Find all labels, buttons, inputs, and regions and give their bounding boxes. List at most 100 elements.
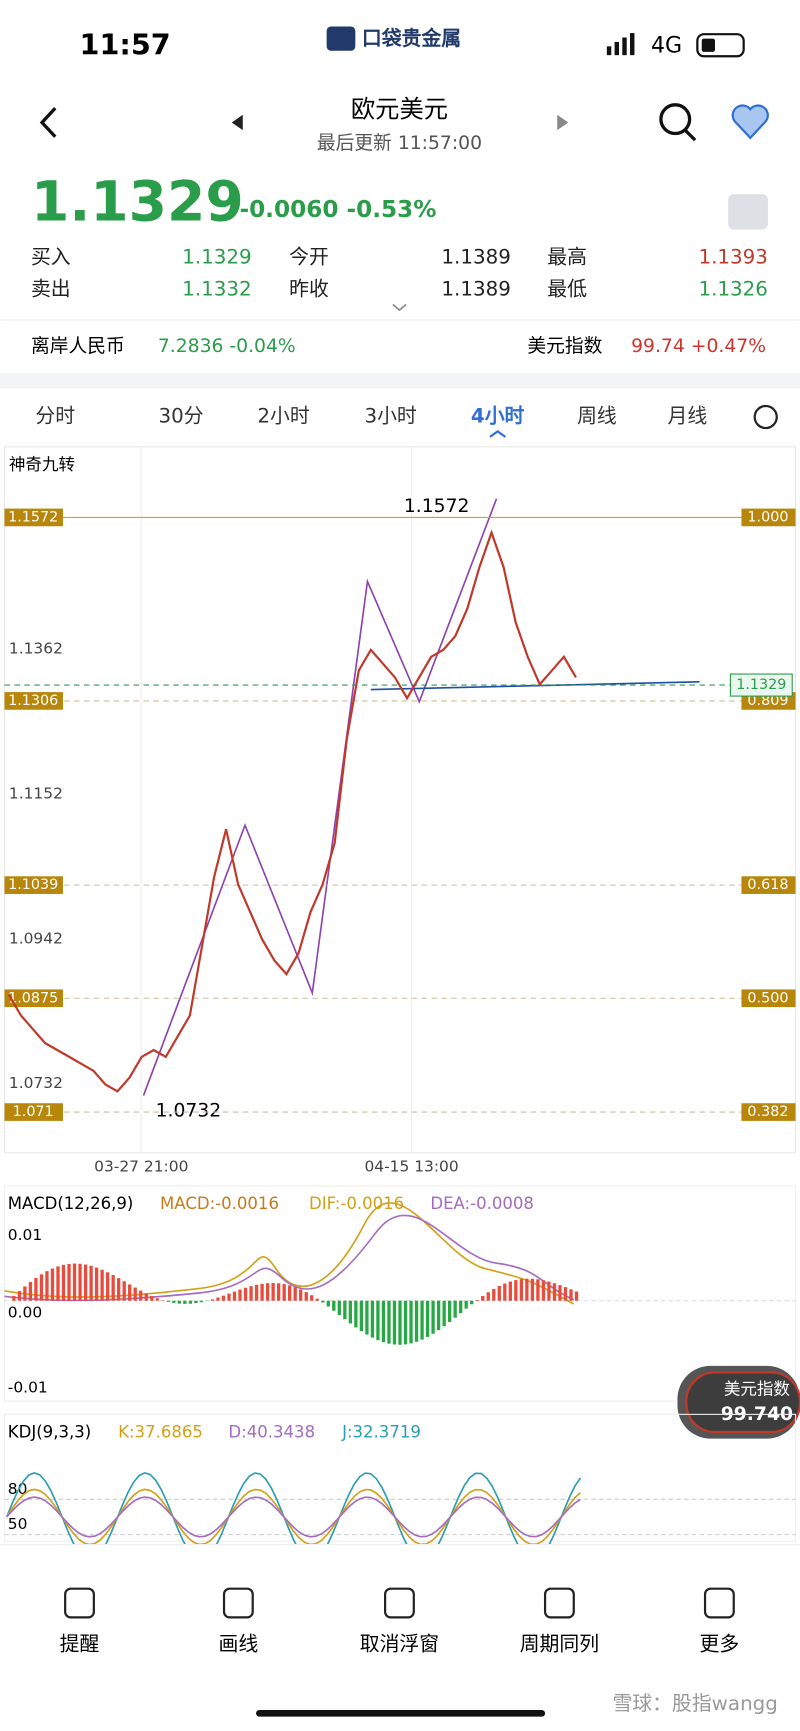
- macd-bar: [436, 1300, 441, 1331]
- macd-bar: [299, 1289, 303, 1301]
- clock: 11:57: [80, 27, 171, 61]
- x-label: 03-27 21:00: [94, 1158, 188, 1176]
- nav-label[interactable]: 提醒: [60, 1632, 100, 1655]
- ratio-label: 0.382: [747, 1104, 788, 1120]
- macd-bar: [376, 1300, 380, 1341]
- ratio-box: [741, 1103, 796, 1121]
- x-label: 04-15 13:00: [364, 1158, 458, 1176]
- level-label: 1.1572: [8, 509, 58, 525]
- quote-label: 最高: [547, 246, 587, 269]
- macd-bar: [365, 1300, 369, 1335]
- bottom-nav: [0, 1544, 800, 1731]
- macd-bar: [199, 1300, 204, 1303]
- ratio-label: 0.618: [747, 877, 788, 893]
- macd-bar: [265, 1283, 270, 1301]
- ratio-label: 0.809: [747, 693, 788, 709]
- macd-bar: [260, 1283, 264, 1301]
- macd-bar: [536, 1279, 540, 1301]
- tool-icon[interactable]: [728, 194, 768, 230]
- watermark: 雪球：股指wangg: [612, 1692, 777, 1715]
- macd-bar: [221, 1295, 226, 1301]
- battery: [696, 33, 745, 58]
- next[interactable]: [557, 114, 569, 131]
- expand[interactable]: [392, 303, 407, 312]
- macd-bar: [128, 1284, 132, 1301]
- favorite[interactable]: [731, 104, 769, 140]
- macd-bar: [271, 1283, 275, 1301]
- macd-bar: [326, 1300, 330, 1307]
- macd-bar: [348, 1300, 353, 1324]
- nav-icon[interactable]: [64, 1587, 95, 1619]
- support-line: [370, 680, 700, 691]
- settings[interactable]: [753, 404, 778, 430]
- wave-line: [142, 498, 498, 1096]
- macd-bar: [398, 1300, 402, 1345]
- level-box: [4, 508, 63, 527]
- macd-bar: [89, 1265, 93, 1301]
- macd-bar: [503, 1283, 507, 1301]
- kdj-line: [6, 1496, 581, 1538]
- macd-bar: [94, 1267, 99, 1301]
- tab[interactable]: 分时: [35, 405, 75, 428]
- network: 4G: [651, 33, 682, 58]
- kdj-frame: [3, 1413, 797, 1542]
- tab[interactable]: 3小时: [364, 405, 416, 428]
- back[interactable]: [39, 106, 57, 138]
- macd-bar: [453, 1300, 457, 1318]
- macd-bar: [133, 1287, 137, 1301]
- macd-bar: [392, 1300, 397, 1345]
- macd-bar: [166, 1300, 170, 1302]
- macd-bar: [78, 1263, 82, 1301]
- nav-label[interactable]: 更多: [700, 1632, 740, 1655]
- chart-title: 神奇九转: [9, 455, 75, 474]
- macd-bar: [293, 1287, 297, 1301]
- tab[interactable]: 月线: [668, 405, 708, 428]
- level-label: 1.1306: [8, 693, 58, 709]
- macd-bar: [569, 1289, 573, 1301]
- change: -0.0060 -0.53%: [239, 197, 436, 223]
- tab[interactable]: 周线: [577, 405, 617, 428]
- macd-bar: [447, 1300, 452, 1323]
- macd-bar: [332, 1300, 336, 1311]
- macd-bar: [34, 1278, 38, 1301]
- macd-frame: [3, 1185, 797, 1402]
- prev[interactable]: [231, 114, 243, 131]
- macd-bar: [552, 1283, 557, 1301]
- macd-bar: [188, 1300, 193, 1304]
- tab[interactable]: 4小时: [471, 405, 525, 428]
- nav-icon[interactable]: [384, 1587, 415, 1619]
- search[interactable]: [684, 129, 697, 142]
- app-name: 口袋贵金属: [362, 27, 461, 50]
- level-box: [4, 1103, 63, 1121]
- ratio-box: [741, 989, 796, 1008]
- ratio-box: [741, 508, 796, 527]
- quote-value: 1.1332: [182, 278, 251, 301]
- search[interactable]: [659, 103, 692, 136]
- annotation: 1.1572: [404, 496, 470, 517]
- related-value: 7.2836 -0.04%: [158, 336, 296, 357]
- nav-label[interactable]: 取消浮窗: [360, 1632, 439, 1655]
- current-label: 1.1329: [736, 677, 786, 693]
- macd-bar: [238, 1289, 242, 1301]
- nav-icon[interactable]: [222, 1587, 254, 1619]
- nav-icon[interactable]: [703, 1587, 735, 1619]
- macd-bar: [525, 1278, 529, 1301]
- float-name[interactable]: 美元指数: [724, 1380, 791, 1399]
- tab[interactable]: 2小时: [257, 405, 309, 428]
- macd-bar: [139, 1290, 143, 1301]
- macd-bar: [61, 1264, 66, 1301]
- nav-label[interactable]: 画线: [219, 1632, 259, 1655]
- macd-bar: [155, 1298, 159, 1301]
- macd-bar: [288, 1285, 292, 1301]
- level-label: 1.1039: [8, 877, 58, 893]
- tab[interactable]: 30分: [158, 405, 203, 428]
- chart-frame: [3, 446, 797, 1154]
- nav-icon[interactable]: [543, 1587, 575, 1619]
- macd-tick: -0.01: [8, 1378, 48, 1396]
- macd-bar: [249, 1286, 253, 1301]
- macd-bar: [72, 1263, 77, 1301]
- tab-indicator: [489, 430, 507, 438]
- nav-label[interactable]: 周期同列: [520, 1632, 599, 1655]
- macd-bar: [459, 1300, 463, 1314]
- macd-bar: [56, 1266, 60, 1301]
